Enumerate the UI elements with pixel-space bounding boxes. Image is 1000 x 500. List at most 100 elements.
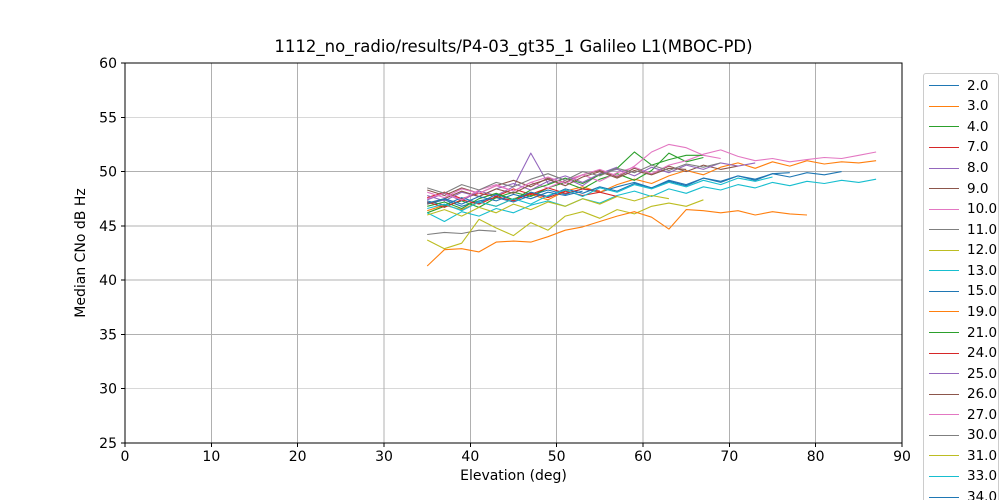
- legend-swatch: [929, 352, 959, 354]
- legend-item-2.0: 2.0: [924, 76, 998, 97]
- legend-swatch: [929, 249, 959, 251]
- legend-item-25.0: 25.0: [924, 363, 998, 384]
- series-line-30.0: [427, 162, 721, 194]
- series-line-19.0: [426, 209, 808, 267]
- legend-swatch: [929, 455, 959, 457]
- legend-label: 19.0: [967, 303, 998, 320]
- legend-label: 31.0: [967, 447, 998, 464]
- legend-swatch: [929, 373, 959, 375]
- legend-item-24.0: 24.0: [924, 343, 998, 364]
- x-tick-label: 30: [375, 449, 393, 465]
- series-line-34.0: [427, 190, 583, 205]
- legend-item-21.0: 21.0: [924, 322, 998, 343]
- legend-label: 10.0: [967, 201, 998, 218]
- y-tick-label: 60: [99, 56, 117, 72]
- series-line-31.0: [427, 194, 670, 217]
- legend-label: 7.0: [967, 139, 989, 156]
- legend-label: 24.0: [967, 345, 998, 362]
- legend-item-13.0: 13.0: [924, 261, 998, 282]
- series-line-12.0: [426, 199, 704, 250]
- legend-label: 3.0: [967, 98, 989, 115]
- legend-label: 15.0: [967, 283, 998, 300]
- legend-label: 30.0: [967, 427, 998, 444]
- legend-swatch: [929, 105, 959, 107]
- legend-label: 9.0: [967, 180, 989, 197]
- legend-label: 2.0: [967, 77, 989, 94]
- legend: 2.0 3.0 4.0 7.0 8.0 9.0 10.0 11.0 12.0 13.0 15.0 19…: [923, 73, 999, 500]
- legend-swatch: [929, 496, 959, 498]
- legend-swatch: [929, 475, 959, 477]
- legend-item-26.0: 26.0: [924, 384, 998, 405]
- x-tick-label: 70: [720, 449, 738, 465]
- series-line-11.0: [427, 229, 497, 236]
- legend-label: 12.0: [967, 242, 998, 259]
- legend-item-11.0: 11.0: [924, 219, 998, 240]
- legend-label: 8.0: [967, 160, 989, 177]
- legend-swatch: [929, 167, 959, 169]
- y-tick-label: 35: [99, 327, 117, 343]
- legend-item-33.0: 33.0: [924, 466, 998, 487]
- legend-item-31.0: 31.0: [924, 446, 998, 467]
- legend-label: 26.0: [967, 386, 998, 403]
- legend-swatch: [929, 188, 959, 190]
- legend-swatch: [929, 208, 959, 210]
- legend-swatch: [929, 85, 959, 87]
- x-axis-label: Elevation (deg): [460, 468, 567, 484]
- chart-title: 1112_no_radio/results/P4-03_gt35_1 Galil…: [274, 37, 753, 56]
- y-tick-label: 50: [99, 165, 117, 181]
- legend-swatch: [929, 434, 959, 436]
- legend-label: 11.0: [967, 221, 998, 238]
- legend-label: 33.0: [967, 468, 998, 485]
- y-tick-label: 30: [99, 382, 117, 398]
- legend-item-8.0: 8.0: [924, 158, 998, 179]
- legend-item-30.0: 30.0: [924, 425, 998, 446]
- x-tick-label: 10: [202, 449, 220, 465]
- legend-item-19.0: 19.0: [924, 302, 998, 323]
- legend-item-7.0: 7.0: [924, 137, 998, 158]
- series-line-33.0: [427, 176, 773, 212]
- x-tick-label: 40: [461, 449, 479, 465]
- legend-item-27.0: 27.0: [924, 405, 998, 426]
- legend-swatch: [929, 290, 959, 292]
- legend-label: 34.0: [967, 489, 998, 500]
- legend-item-9.0: 9.0: [924, 178, 998, 199]
- series-line-21.0: [427, 151, 704, 210]
- legend-swatch: [929, 229, 959, 231]
- legend-item-4.0: 4.0: [924, 117, 998, 138]
- series-line-10.0: [427, 149, 877, 199]
- x-tick-label: 50: [548, 449, 566, 465]
- legend-label: 13.0: [967, 262, 998, 279]
- y-tick-label: 45: [99, 219, 117, 235]
- legend-swatch: [929, 332, 959, 334]
- legend-swatch: [929, 414, 959, 416]
- x-tick-label: 90: [893, 449, 911, 465]
- legend-item-10.0: 10.0: [924, 199, 998, 220]
- series-line-8.0: [427, 152, 618, 202]
- legend-swatch: [929, 270, 959, 272]
- legend-item-12.0: 12.0: [924, 240, 998, 261]
- legend-swatch: [929, 393, 959, 395]
- x-tick-label: 60: [634, 449, 652, 465]
- x-tick-label: 0: [121, 449, 130, 465]
- y-tick-label: 40: [99, 273, 117, 289]
- legend-label: 4.0: [967, 118, 989, 135]
- series-line-27.0: [427, 143, 721, 201]
- legend-label: 21.0: [967, 324, 998, 341]
- plot-area-border: [124, 62, 903, 444]
- x-tick-label: 80: [807, 449, 825, 465]
- y-axis-label: Median CNo dB Hz: [73, 188, 89, 318]
- legend-item-3.0: 3.0: [924, 96, 998, 117]
- legend-label: 27.0: [967, 406, 998, 423]
- legend-label: 25.0: [967, 365, 998, 382]
- x-tick-label: 20: [289, 449, 307, 465]
- legend-item-34.0: 34.0: [924, 487, 998, 500]
- series-line-3.0: [427, 160, 877, 212]
- y-tick-label: 55: [99, 110, 117, 126]
- legend-swatch: [929, 311, 959, 313]
- legend-item-15.0: 15.0: [924, 281, 998, 302]
- series-line-26.0: [427, 167, 687, 205]
- legend-swatch: [929, 146, 959, 148]
- y-tick-label: 25: [99, 436, 117, 452]
